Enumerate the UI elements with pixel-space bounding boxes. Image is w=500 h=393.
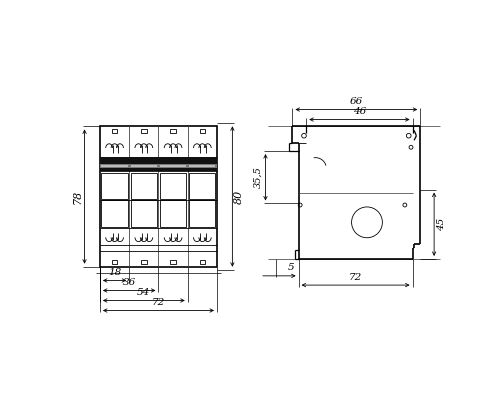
Text: 46: 46 [353, 107, 366, 116]
Text: 5: 5 [288, 263, 294, 272]
Bar [100, 164, 217, 168]
Text: 18: 18 [108, 268, 121, 277]
Text: 36: 36 [122, 278, 136, 287]
Bar [102, 173, 128, 199]
Bar [141, 129, 146, 132]
Text: 66: 66 [350, 97, 363, 107]
Text: 72: 72 [152, 298, 165, 307]
Bar [170, 129, 176, 132]
Bar [141, 261, 146, 264]
Bar [160, 165, 186, 167]
Bar [130, 173, 157, 199]
Bar [112, 261, 117, 264]
Bar [190, 200, 216, 227]
Bar [100, 127, 217, 266]
Bar [200, 261, 205, 264]
Text: 35,5: 35,5 [254, 166, 262, 188]
Bar [130, 165, 157, 167]
Bar [100, 168, 217, 171]
Text: 54: 54 [137, 288, 150, 298]
Bar [160, 173, 186, 199]
Text: 72: 72 [349, 273, 362, 282]
Bar [160, 200, 186, 227]
Bar [100, 157, 217, 164]
Text: 45: 45 [438, 218, 446, 231]
Text: 78: 78 [72, 189, 83, 204]
Bar [170, 261, 176, 264]
Bar [190, 173, 216, 199]
Bar [102, 165, 128, 167]
Bar [200, 129, 205, 132]
Bar [102, 200, 128, 227]
Text: 80: 80 [234, 189, 244, 204]
Bar [190, 165, 216, 167]
Bar [130, 200, 157, 227]
Bar [112, 129, 117, 132]
